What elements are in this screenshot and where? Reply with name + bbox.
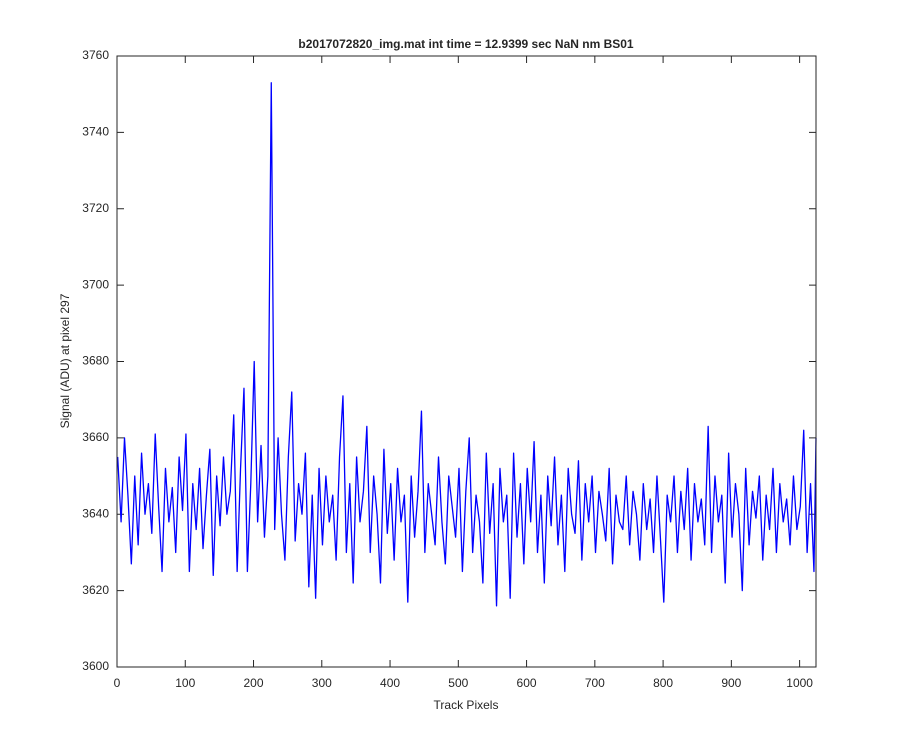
plot-frame [116,55,817,668]
y-tick-label: 3700 [82,277,109,291]
y-tick-label: 3760 [82,48,109,62]
chart-title: b2017072820_img.mat int time = 12.9399 s… [298,37,634,51]
y-tick-label: 3620 [82,583,109,597]
x-tick-label: 100 [175,676,195,690]
x-tick-label: 900 [721,676,741,690]
x-tick-label: 700 [585,676,605,690]
x-tick-label: 200 [244,676,264,690]
x-tick-label: 0 [114,676,121,690]
y-tick-label: 3640 [82,506,109,520]
data-line [117,82,817,607]
x-tick-label: 400 [380,676,400,690]
y-tick-label: 3680 [82,354,109,368]
x-tick-label: 600 [517,676,537,690]
y-tick-label: 3740 [82,125,109,139]
x-tick-label: 500 [448,676,468,690]
y-tick-label: 3600 [82,659,109,673]
y-axis-label: Signal (ADU) at pixel 297 [58,293,72,428]
x-tick-label: 300 [312,676,332,690]
x-tick-label: 800 [653,676,673,690]
y-tick-label: 3660 [82,430,109,444]
x-tick-label: 1000 [786,676,813,690]
x-axis-label: Track Pixels [434,698,499,712]
y-tick-label: 3720 [82,201,109,215]
